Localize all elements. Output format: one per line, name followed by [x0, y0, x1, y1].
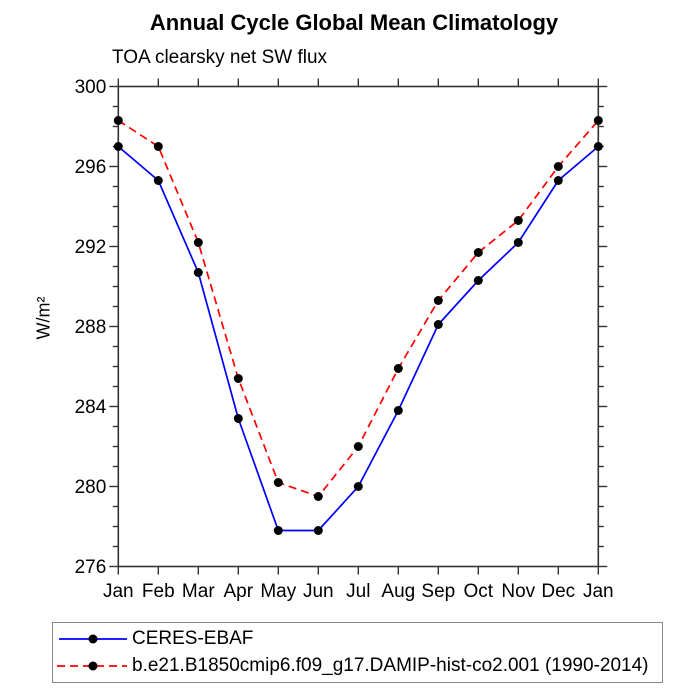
y-tick-label: 288: [75, 317, 107, 338]
y-tick-label: 276: [75, 557, 107, 578]
legend-item-ceres: CERES-EBAF: [56, 626, 662, 653]
legend-line-sample-solid-blue: [59, 634, 127, 644]
legend-label-model: b.e21.B1850cmip6.f09_g17.DAMIP-hist-co2.…: [132, 655, 649, 676]
x-tick-label: Dec: [541, 581, 575, 602]
data-point-marker: [353, 442, 363, 451]
data-point-marker: [193, 268, 203, 277]
y-tick-label: 300: [75, 77, 107, 98]
x-tick-label: Nov: [501, 581, 535, 602]
y-tick-label: 296: [75, 157, 107, 178]
chart-title: Annual Cycle Global Mean Climatology: [149, 10, 559, 35]
data-point-marker: [233, 414, 243, 423]
x-tick-label: Jan: [103, 581, 134, 602]
data-point-marker: [593, 142, 603, 151]
x-tick-label: Feb: [142, 581, 175, 602]
data-point-marker: [153, 176, 163, 185]
legend-marker-dot-icon: [88, 661, 98, 671]
y-tick-label: 280: [75, 477, 107, 498]
data-point-marker: [273, 478, 283, 487]
x-tick-label: Jan: [583, 581, 614, 602]
data-point-marker: [393, 364, 403, 373]
legend-label-ceres: CERES-EBAF: [132, 628, 254, 649]
data-point-marker: [433, 296, 443, 305]
y-tick-label: 284: [75, 397, 107, 418]
series-line-ceres: [117, 145, 599, 532]
data-point-marker: [113, 116, 123, 125]
data-point-marker: [273, 526, 283, 535]
data-point-marker: [473, 276, 483, 285]
data-point-marker: [513, 216, 523, 225]
data-point-marker: [393, 406, 403, 415]
legend-box: CERES-EBAF b.e21.B1850cmip6.f09_g17.DAMI…: [52, 622, 663, 683]
data-point-marker: [153, 142, 163, 151]
x-tick-label: Sep: [421, 581, 455, 602]
x-tick-label: May: [260, 581, 296, 602]
series-line-model: [117, 119, 599, 498]
data-point-marker: [353, 482, 363, 491]
data-point-marker: [593, 116, 603, 125]
data-point-marker: [313, 526, 323, 535]
data-point-marker: [193, 238, 203, 247]
legend-item-model: b.e21.B1850cmip6.f09_g17.DAMIP-hist-co2.…: [56, 653, 662, 680]
data-point-marker: [113, 142, 123, 151]
plot-frame: [117, 85, 600, 568]
legend-line-sample-dashed-red: [57, 661, 127, 671]
data-point-marker: [233, 374, 243, 383]
x-tick-label: Mar: [182, 581, 215, 602]
data-point-marker: [553, 176, 563, 185]
data-point-marker: [553, 162, 563, 171]
data-point-marker: [433, 320, 443, 329]
y-tick-label: 292: [75, 237, 107, 258]
x-tick-label: Jun: [303, 581, 334, 602]
data-point-marker: [313, 492, 323, 501]
data-point-marker: [513, 238, 523, 247]
chart-subtitle: TOA clearsky net SW flux: [112, 47, 328, 68]
x-tick-label: Oct: [464, 581, 494, 602]
x-tick-label: Aug: [381, 581, 415, 602]
data-point-marker: [473, 248, 483, 257]
x-tick-label: Jul: [346, 581, 370, 602]
legend-marker-dot-icon: [88, 634, 98, 644]
x-tick-label: Apr: [224, 581, 254, 602]
